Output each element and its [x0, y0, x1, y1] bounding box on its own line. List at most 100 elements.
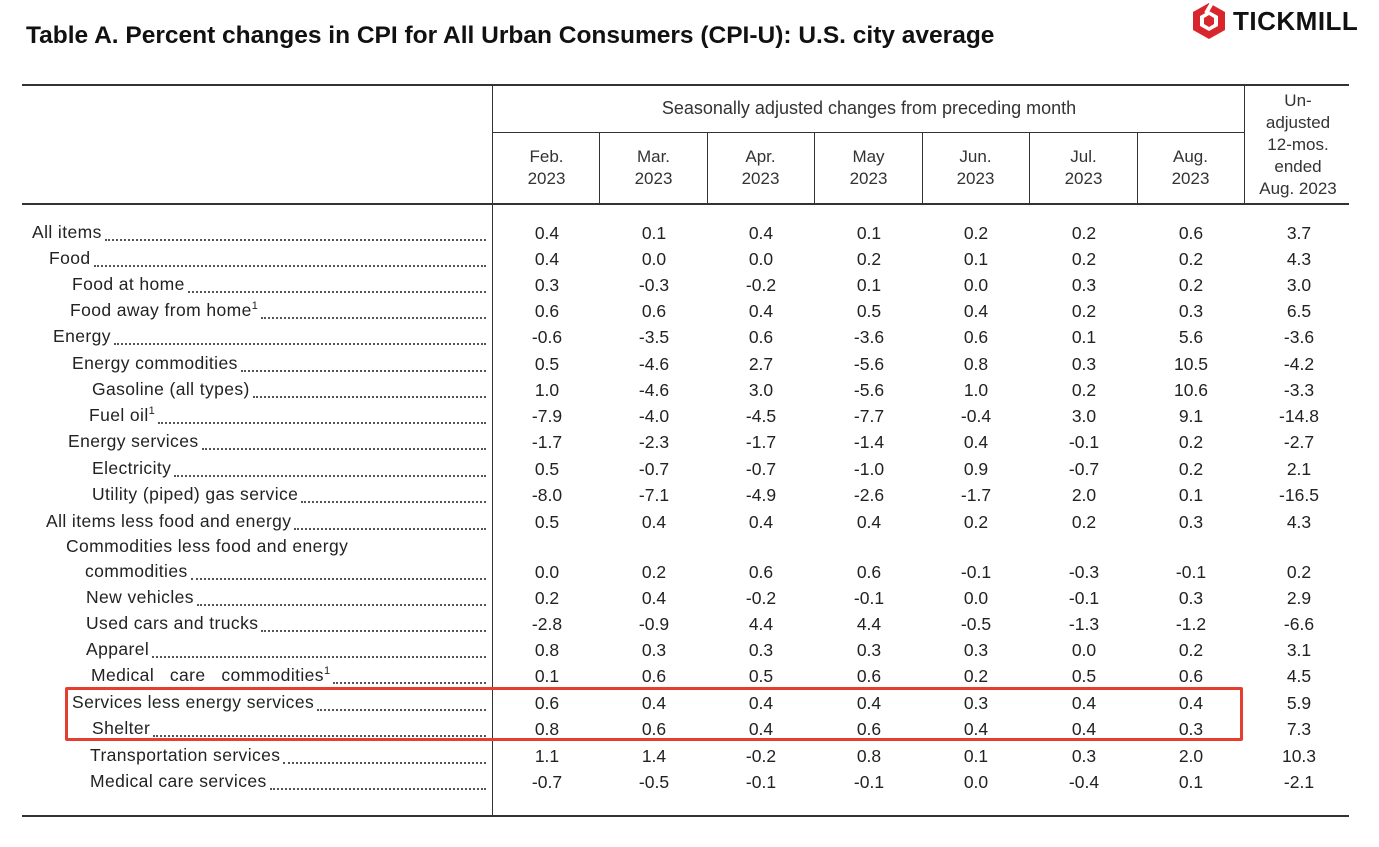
table-row: Utility (piped) gas service -8.0 -7.1 -4.9 -… — [0, 484, 1379, 510]
row-label-text: Apparel — [86, 639, 150, 659]
monthly-change-cell: -4.9 — [745, 485, 777, 505]
monthly-change-cell: 0.2 — [1071, 301, 1097, 321]
table-row: Services less energy services 0.6 0.4 0.4 0.… — [0, 692, 1379, 718]
group-header-rule — [493, 132, 1245, 133]
monthly-change-cell: 0.3 — [748, 640, 774, 660]
monthly-change-cell: 0.3 — [1071, 354, 1097, 374]
table-row: Medical care services -0.7 -0.5 -0.1 -0.1 0.0… — [0, 771, 1379, 797]
month-header: Feb. 2023 — [493, 146, 600, 190]
footnote-marker: 1 — [148, 405, 156, 418]
row-label: Medical care services — [90, 771, 267, 792]
month-header-month: Aug. — [1173, 147, 1208, 166]
leader-dots — [241, 366, 486, 372]
col-divider — [707, 132, 708, 204]
row-label: Food at home — [72, 274, 185, 295]
monthly-change-cell: -0.7 — [745, 459, 777, 479]
row-label: Shelter — [92, 718, 150, 739]
monthly-change-cell: 0.0 — [748, 249, 774, 269]
monthly-change-cell: 0.4 — [748, 693, 774, 713]
row-label-text: Shelter — [92, 718, 151, 738]
unadjusted-12mo-cell: -3.3 — [1283, 380, 1315, 400]
row-label: Services less energy services — [72, 692, 314, 713]
monthly-change-cell: 0.1 — [534, 666, 560, 686]
table-row: Apparel 0.8 0.3 0.3 0.3 0.3 0.0 0.2 3.1 — [0, 639, 1379, 665]
monthly-change-cell: 4.4 — [856, 614, 882, 634]
unadjusted-header-line: adjusted — [1265, 113, 1331, 132]
month-header-year: 2023 — [1064, 169, 1103, 188]
row-label: All items less food and energy — [46, 511, 291, 532]
monthly-change-cell: 0.3 — [534, 275, 560, 295]
leader-dots — [261, 626, 486, 632]
seasonally-adjusted-header: Seasonally adjusted changes from precedi… — [661, 98, 1077, 118]
monthly-change-cell: 0.4 — [641, 693, 667, 713]
table-row: Food away from home1 0.6 0.6 0.4 0.5 0.4 0.2 0.… — [0, 300, 1379, 326]
monthly-change-cell: -0.2 — [745, 746, 777, 766]
month-header-year: 2023 — [956, 169, 995, 188]
monthly-change-cell: 0.3 — [963, 693, 989, 713]
table-row: Commodities less food and energy commodit… — [0, 536, 1379, 587]
unadjusted-12mo-cell: 7.3 — [1286, 719, 1312, 739]
monthly-change-cell: 0.4 — [963, 301, 989, 321]
row-label-text: All items — [32, 222, 102, 242]
monthly-change-cell: -0.2 — [745, 275, 777, 295]
col-divider — [1137, 132, 1138, 204]
unadjusted-12mo-cell: -2.7 — [1283, 432, 1315, 452]
unadjusted-header-line: Un- — [1284, 91, 1312, 110]
monthly-change-cell: 0.2 — [1071, 380, 1097, 400]
month-header: Apr. 2023 — [707, 146, 814, 190]
monthly-change-cell: -5.6 — [853, 380, 885, 400]
unadjusted-12mo-cell: 10.3 — [1281, 746, 1317, 766]
leader-dots — [158, 418, 486, 424]
monthly-change-cell: -0.6 — [531, 327, 563, 347]
monthly-change-cell: 0.5 — [748, 666, 774, 686]
monthly-change-cell: -0.7 — [531, 772, 563, 792]
month-header-year: 2023 — [634, 169, 673, 188]
unadjusted-12mo-cell: 2.9 — [1286, 588, 1312, 608]
month-header: May 2023 — [815, 146, 922, 190]
monthly-change-cell: 0.4 — [1071, 719, 1097, 739]
col-divider — [599, 132, 600, 204]
monthly-change-cell: -3.5 — [638, 327, 670, 347]
row-label-text: Medical care commodities — [91, 665, 324, 685]
row-label: Utility (piped) gas service — [92, 484, 298, 505]
row-label-text: Transportation services — [90, 745, 281, 765]
row-label-text: All items less food and energy — [46, 511, 292, 531]
month-header-month: Jun. — [959, 147, 992, 166]
leader-dots — [105, 235, 486, 241]
table-row: Food 0.4 0.0 0.0 0.2 0.1 0.2 0.2 4.3 — [0, 248, 1379, 274]
row-label-line1: Commodities less food and energy — [66, 536, 349, 556]
monthly-change-cell: 0.4 — [534, 249, 560, 269]
monthly-change-cell: -4.6 — [638, 380, 670, 400]
unadjusted-12mo-cell: 0.2 — [1286, 562, 1312, 582]
table-row: New vehicles 0.2 0.4 -0.2 -0.1 0.0 -0.1 0.3 2.9 — [0, 587, 1379, 613]
monthly-change-cell: 1.4 — [641, 746, 667, 766]
monthly-change-cell: -0.1 — [1068, 588, 1100, 608]
table-row: Used cars and trucks -2.8 -0.9 4.4 4.4 -0.5 -1… — [0, 613, 1379, 639]
table-title: Table A. Percent changes in CPI for All … — [26, 22, 995, 49]
monthly-change-cell: 0.3 — [963, 640, 989, 660]
monthly-change-cell: 0.2 — [1178, 432, 1204, 452]
monthly-change-cell: 2.7 — [748, 354, 774, 374]
leader-dots — [191, 574, 486, 580]
leader-dots — [253, 392, 486, 398]
row-label-text: Energy services — [68, 431, 199, 451]
monthly-change-cell: 10.5 — [1173, 354, 1209, 374]
tickmill-logo: TICKMILL — [1191, 2, 1358, 40]
unadjusted-12mo-cell: 4.3 — [1286, 512, 1312, 532]
leader-dots — [283, 758, 486, 764]
row-label: commodities — [85, 561, 188, 582]
unadjusted-column-divider — [1244, 84, 1245, 204]
month-header-year: 2023 — [527, 169, 566, 188]
month-header-year: 2023 — [1171, 169, 1210, 188]
row-label-text: Medical care services — [90, 771, 267, 791]
monthly-change-cell: 0.0 — [534, 562, 560, 582]
monthly-change-cell: -5.6 — [853, 354, 885, 374]
monthly-change-cell: 0.2 — [963, 223, 989, 243]
monthly-change-cell: 0.2 — [963, 512, 989, 532]
monthly-change-cell: 0.2 — [1178, 249, 1204, 269]
monthly-change-cell: 0.2 — [641, 562, 667, 582]
row-label: Gasoline (all types) — [92, 379, 250, 400]
row-label-text: Used cars and trucks — [86, 613, 259, 633]
month-header-month: Jul. — [1070, 147, 1097, 166]
monthly-change-cell: 0.6 — [641, 719, 667, 739]
